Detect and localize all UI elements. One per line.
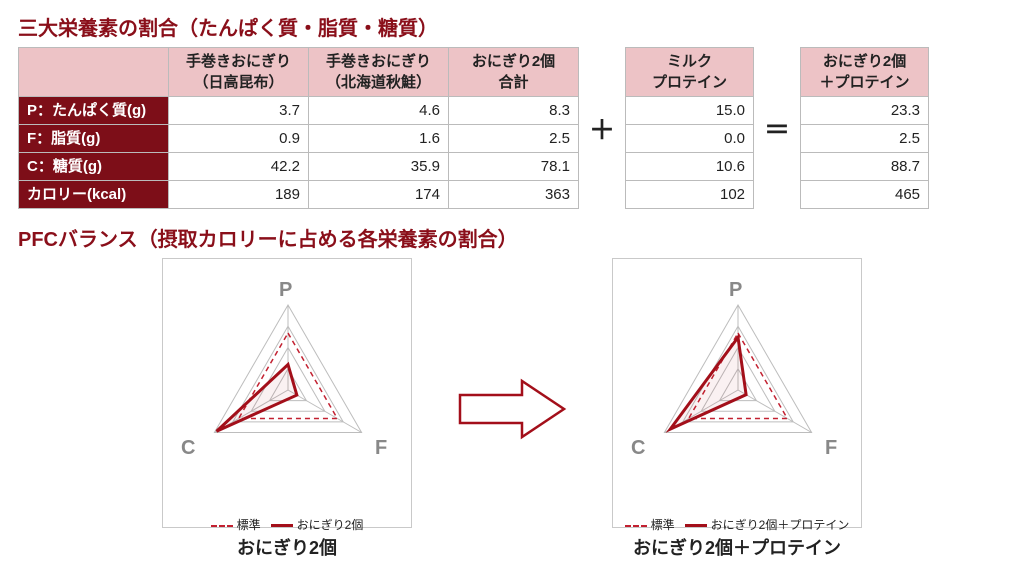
operator-eq: ＝ xyxy=(760,110,794,147)
value-cell: 189 xyxy=(169,181,309,209)
radar-caption-2: おにぎり2個＋プロテイン xyxy=(633,534,841,560)
col-header: ミルクプロテイン xyxy=(626,48,754,97)
arrow-icon xyxy=(452,369,572,449)
radar-box-2: P F C 標準おにぎり2個＋プロテイン おにぎり2個＋プロテイン xyxy=(612,258,862,560)
value-cell: 35.9 xyxy=(309,153,449,181)
value-cell: 15.0 xyxy=(626,97,754,125)
axis-label: P xyxy=(729,279,742,302)
radar-row: P F C 標準おにぎり2個 おにぎり2個 P F C 標準おにぎり2個＋プロテイン おにぎ… xyxy=(18,258,1006,560)
value-cell: 8.3 xyxy=(449,97,579,125)
row-header: カロリー(kcal) xyxy=(19,181,169,209)
axis-label: P xyxy=(279,279,292,302)
radar-legend: 標準おにぎり2個 xyxy=(163,512,411,535)
radar-frame-1: PFC標準おにぎり2個 xyxy=(162,258,412,528)
value-cell: 42.2 xyxy=(169,153,309,181)
nutrition-table-main: 手巻きおにぎり（日高昆布）手巻きおにぎり（北海道秋鮭）おにぎり2個合計 P：たんぱ… xyxy=(18,47,579,209)
radar-box-1: P F C 標準おにぎり2個 おにぎり2個 xyxy=(162,258,412,560)
value-cell: 0.0 xyxy=(626,125,754,153)
axis-label: C xyxy=(631,437,645,460)
row-header: F：脂質(g) xyxy=(19,125,169,153)
value-cell: 23.3 xyxy=(801,97,929,125)
col-header: 手巻きおにぎり（日高昆布） xyxy=(169,48,309,97)
radar-caption-1: おにぎり2個 xyxy=(237,534,337,560)
col-header: おにぎり2個＋プロテイン xyxy=(801,48,929,97)
value-cell: 0.9 xyxy=(169,125,309,153)
nutrition-table-protein: ミルクプロテイン15.00.010.6102 xyxy=(625,47,754,209)
value-cell: 363 xyxy=(449,181,579,209)
radar-frame-2: PFC標準おにぎり2個＋プロテイン xyxy=(612,258,862,528)
row-header: P：たんぱく質(g) xyxy=(19,97,169,125)
radar-legend: 標準おにぎり2個＋プロテイン xyxy=(613,512,861,535)
value-cell: 3.7 xyxy=(169,97,309,125)
axis-label: F xyxy=(825,437,837,460)
col-header: おにぎり2個合計 xyxy=(449,48,579,97)
row-header: C：糖質(g) xyxy=(19,153,169,181)
section2-title: PFCバランス（摂取カロリーに占める各栄養素の割合） xyxy=(18,223,1006,252)
axis-label: C xyxy=(181,437,195,460)
tables-row: 手巻きおにぎり（日高昆布）手巻きおにぎり（北海道秋鮭）おにぎり2個合計 P：たんぱ… xyxy=(18,47,1006,209)
operator-plus: ＋ xyxy=(585,110,619,147)
value-cell: 1.6 xyxy=(309,125,449,153)
value-cell: 4.6 xyxy=(309,97,449,125)
value-cell: 102 xyxy=(626,181,754,209)
value-cell: 174 xyxy=(309,181,449,209)
value-cell: 88.7 xyxy=(801,153,929,181)
value-cell: 2.5 xyxy=(449,125,579,153)
axis-label: F xyxy=(375,437,387,460)
value-cell: 10.6 xyxy=(626,153,754,181)
col-header: 手巻きおにぎり（北海道秋鮭） xyxy=(309,48,449,97)
nutrition-table-total: おにぎり2個＋プロテイン23.32.588.7465 xyxy=(800,47,929,209)
value-cell: 78.1 xyxy=(449,153,579,181)
value-cell: 2.5 xyxy=(801,125,929,153)
value-cell: 465 xyxy=(801,181,929,209)
section1-title: 三大栄養素の割合（たんぱく質・脂質・糖質） xyxy=(18,12,1006,41)
